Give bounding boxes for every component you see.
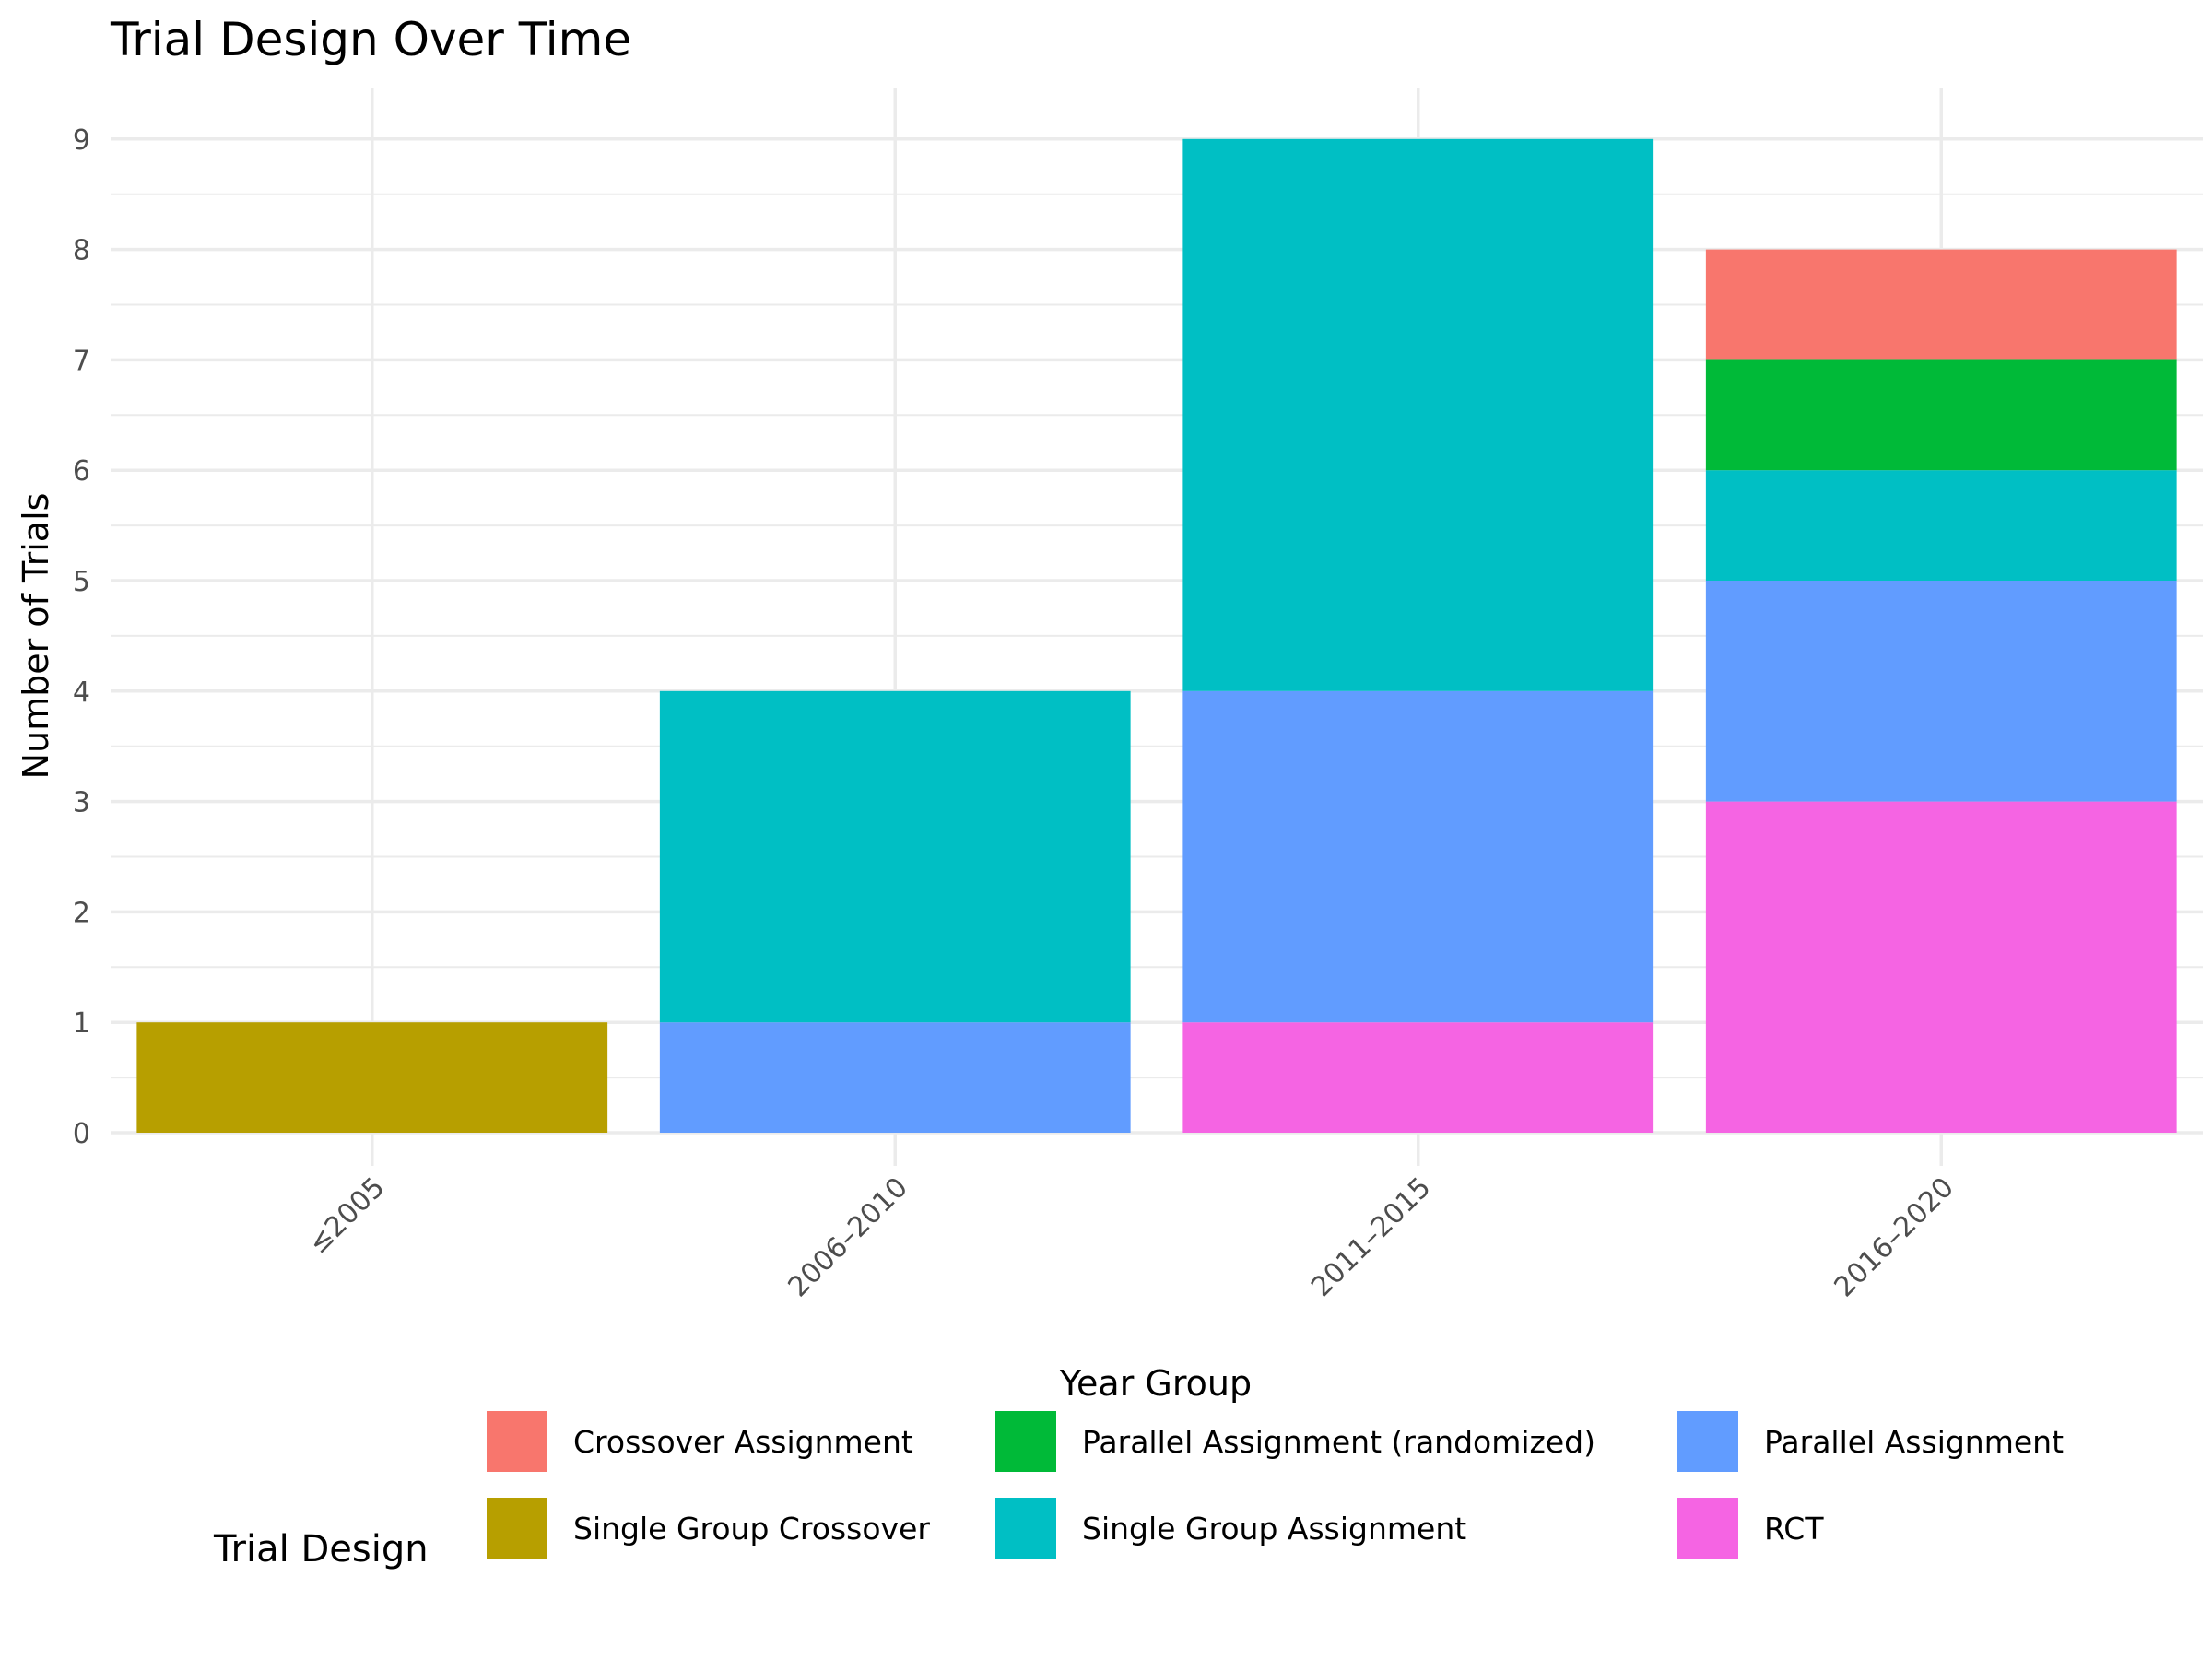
legend-label: Parallel Assignment (randomized) [1082, 1424, 1595, 1460]
legend-items: Crossover Assignment Parallel Assignment … [487, 1411, 2064, 1559]
y-tick-label: 9 [73, 124, 90, 157]
bar-segment [1182, 690, 1654, 1023]
chart-title: Trial Design Over Time [110, 13, 631, 66]
bar-segment [1705, 581, 2177, 802]
legend-label: Crossover Assignment [573, 1424, 913, 1460]
y-tick-label: 3 [73, 787, 90, 819]
legend-title: Trial Design [213, 1528, 429, 1571]
x-tick-label: ≤2005 [302, 1171, 392, 1261]
y-tick-label: 0 [73, 1118, 90, 1150]
y-axis-title: Number of Trials [16, 493, 56, 780]
bar-segment [1705, 801, 2177, 1133]
bar-segment [1705, 359, 2177, 471]
bar-segment [1705, 249, 2177, 360]
y-tick-label: 8 [73, 235, 90, 267]
bar-segment [659, 1022, 1131, 1133]
bar-segment [659, 690, 1131, 1023]
legend: Trial Design Crossover Assignment Paralle… [213, 1411, 2064, 1571]
y-tick-label: 4 [73, 677, 90, 709]
bars-layer [136, 138, 2177, 1133]
legend-label: RCT [1764, 1511, 1824, 1547]
x-axis-ticks: ≤2005 2006–2010 2011–2015 2016–2020 [302, 1171, 1960, 1303]
legend-label: Parallel Assignment [1764, 1424, 2064, 1460]
y-tick-label: 2 [73, 897, 90, 929]
y-axis-ticks: 0 1 2 3 4 5 6 7 8 9 [73, 124, 90, 1150]
x-axis-title: Year Group [1059, 1363, 1252, 1404]
x-tick-label: 2011–2015 [1305, 1171, 1437, 1303]
bar-segment [136, 1022, 608, 1133]
x-tick-label: 2016–2020 [1829, 1171, 1960, 1303]
legend-label: Single Group Assignment [1082, 1511, 1466, 1547]
legend-key [1677, 1498, 1738, 1559]
bar-segment [1705, 470, 2177, 581]
legend-label: Single Group Crossover [573, 1511, 930, 1547]
x-tick-label: 2006–2010 [782, 1171, 914, 1303]
legend-key [995, 1411, 1056, 1472]
legend-key [487, 1411, 547, 1472]
legend-key [487, 1498, 547, 1559]
legend-key [995, 1498, 1056, 1559]
y-tick-label: 1 [73, 1007, 90, 1040]
y-tick-label: 6 [73, 455, 90, 488]
bar-segment [1182, 138, 1654, 691]
y-tick-label: 7 [73, 345, 90, 377]
bar-segment [1182, 1022, 1654, 1133]
y-tick-label: 5 [73, 566, 90, 598]
legend-key [1677, 1411, 1738, 1472]
